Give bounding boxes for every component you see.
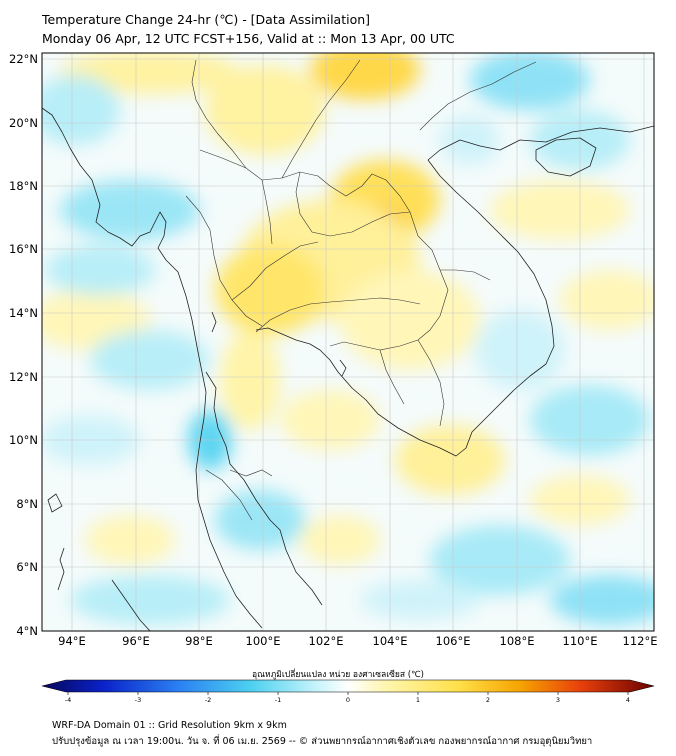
latitude-labels: 22°N 20°N 18°N 16°N 14°N 12°N 10°N 8°N 6… [9,52,38,638]
colorbar: -4 -3 -2 -1 0 1 2 3 4 [41,679,655,704]
footer-credit: ปรับปรุงข้อมูล ณ เวลา 19:00น. วัน จ. ที่… [52,736,593,747]
lat-label: 22°N [9,52,38,66]
colorbar-label: อุณหภูมิเปลี่ยนแปลง หน่วย องศาเซลเซียส (… [252,670,424,680]
borders [185,59,537,521]
lon-label: 100°E [246,634,281,648]
footer-model-info: WRF-DA Domain 01 :: Grid Resolution 9km … [52,720,287,731]
map-subtitle: Monday 06 Apr, 12 UTC FCST+156, Valid at… [42,31,455,46]
lon-label: 94°E [58,634,86,648]
colorbar-tick: 4 [626,696,630,704]
lat-label: 6°N [16,560,38,574]
lat-label: 10°N [9,433,38,447]
lon-label: 108°E [500,634,535,648]
lat-label: 4°N [16,624,38,638]
colorbar-ticks: -4 -3 -2 -1 0 1 2 3 4 [65,696,630,704]
lat-label: 12°N [9,370,38,384]
colorbar-tick: -4 [65,696,71,704]
lon-label: 112°E [623,634,658,648]
colorbar-tick: 3 [556,696,560,704]
colorbar-tick: 0 [346,696,350,704]
lon-label: 110°E [563,634,598,648]
colorbar-tick-marks [67,692,629,695]
map-frame [41,52,655,632]
lat-label: 16°N [9,242,38,256]
lat-label: 8°N [16,497,38,511]
map-title: Temperature Change 24-hr (℃) - [Data Ass… [42,12,371,27]
longitude-labels: 94°E 96°E 98°E 100°E 102°E 104°E 106°E 1… [58,634,657,648]
lat-label: 14°N [9,306,38,320]
lon-label: 106°E [436,634,471,648]
colorbar-tick: 2 [486,696,490,704]
graticule [42,53,654,631]
colorbar-tick: -1 [275,696,281,704]
colorbar-tick: -3 [135,696,141,704]
colorbar-tick: 1 [416,696,420,704]
lat-label: 18°N [9,179,38,193]
temperature-field [42,53,654,631]
lon-label: 102°E [309,634,344,648]
lat-label: 20°N [9,116,38,130]
lon-label: 98°E [185,634,213,648]
colorbar-scale [41,679,655,693]
lon-label: 96°E [122,634,150,648]
colorbar-tick: -2 [205,696,211,704]
coastlines [42,107,654,631]
lon-label: 104°E [373,634,408,648]
